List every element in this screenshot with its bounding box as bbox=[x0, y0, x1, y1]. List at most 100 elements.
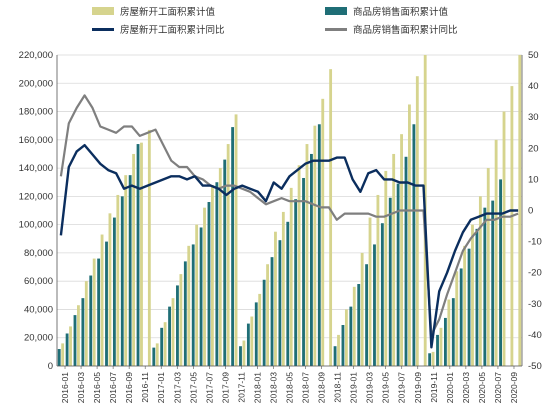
bar-sales bbox=[73, 315, 77, 366]
legend-item-new-starts-yoy: 房屋新开工面积累计同比 bbox=[92, 22, 225, 36]
x-tick-label: 2018-03 bbox=[269, 372, 279, 403]
y-tick-label: 200,000 bbox=[19, 78, 53, 89]
bar-new-starts bbox=[344, 309, 348, 366]
bar-new-starts bbox=[242, 340, 246, 366]
legend-item-sales-value: 商品房销售面积累计值 bbox=[325, 4, 448, 18]
legend-item-new-starts-value: 房屋新开工面积累计值 bbox=[92, 4, 215, 18]
bar-new-starts bbox=[502, 111, 506, 366]
x-tick-label: 2019-03 bbox=[365, 372, 375, 403]
x-tick-label: 2018-11 bbox=[333, 372, 343, 403]
bar-sales bbox=[270, 257, 274, 366]
legend-item-sales-yoy: 商品房销售面积累计同比 bbox=[325, 22, 458, 36]
x-tick-label: 2018-05 bbox=[285, 372, 295, 403]
bar-new-starts bbox=[69, 326, 72, 366]
x-tick-label: 2018-01 bbox=[252, 372, 262, 403]
bar-new-starts bbox=[360, 252, 364, 366]
bar-sales bbox=[294, 199, 298, 366]
series-line-sales-yoy bbox=[59, 94, 519, 336]
bar-sales bbox=[380, 223, 384, 366]
bar-sales bbox=[57, 349, 61, 366]
bar-sales bbox=[262, 279, 266, 366]
y-tick-label: 80,000 bbox=[24, 248, 53, 259]
bar-new-starts bbox=[329, 69, 333, 367]
bar-new-starts bbox=[258, 293, 262, 366]
x-tick-label: 2018-09 bbox=[317, 372, 327, 403]
bar-new-starts bbox=[431, 351, 435, 366]
legend-label: 商品房销售面积累计值 bbox=[353, 7, 449, 18]
x-tick-label: 2020-03 bbox=[461, 372, 471, 403]
x-tick-label: 2020-09 bbox=[509, 372, 519, 403]
bar-new-starts bbox=[187, 245, 191, 366]
bar-new-starts bbox=[494, 139, 498, 366]
bar-new-starts bbox=[100, 234, 104, 366]
bar-new-starts bbox=[124, 175, 128, 366]
y2-tick-label: 0 bbox=[528, 206, 533, 217]
y2-tick-label: 20 bbox=[528, 143, 539, 154]
bar-sales bbox=[491, 200, 495, 366]
bar-sales bbox=[231, 127, 235, 366]
bar-new-starts bbox=[439, 327, 443, 366]
bar-new-starts bbox=[384, 170, 388, 366]
bar-new-starts bbox=[234, 114, 238, 366]
y-tick-label: 120,000 bbox=[19, 191, 53, 202]
legend-label: 房屋新开工面积累计同比 bbox=[120, 25, 225, 36]
y2-tick-label: 10 bbox=[528, 174, 539, 185]
bar-new-starts bbox=[92, 258, 96, 366]
bar-sales bbox=[357, 284, 361, 366]
bar-sales bbox=[467, 248, 471, 366]
bar-sales bbox=[459, 268, 463, 366]
bar-sales bbox=[112, 217, 116, 366]
x-tick-label: 2020-07 bbox=[493, 372, 503, 403]
x-tick-label: 2019-07 bbox=[397, 372, 407, 403]
bar-new-starts bbox=[77, 305, 80, 366]
bar-new-starts bbox=[337, 334, 340, 366]
x-tick-label: 2020-01 bbox=[445, 372, 455, 403]
series-line-new-starts-yoy bbox=[59, 143, 519, 349]
bar-sales bbox=[499, 179, 502, 366]
line-sales-yoy bbox=[59, 94, 519, 336]
x-axis: 2016-01 2016-03 2016-05 2016-07 2016-09 2016-… bbox=[57, 365, 522, 403]
bar-sales bbox=[191, 244, 195, 366]
bar-sales bbox=[451, 298, 455, 366]
bar-new-starts bbox=[163, 322, 167, 366]
x-tick-label: 2017-11 bbox=[236, 372, 246, 403]
bar-new-starts bbox=[289, 187, 293, 366]
x-tick-label: 2016-07 bbox=[108, 372, 118, 403]
bar-new-starts bbox=[179, 274, 183, 366]
y-tick-label: 180,000 bbox=[19, 107, 53, 118]
bar-sales bbox=[128, 175, 132, 366]
bar-sales bbox=[396, 183, 400, 366]
bar-new-starts bbox=[140, 142, 143, 366]
bar-sales bbox=[286, 221, 290, 366]
bar-sales bbox=[475, 228, 479, 366]
bar-new-starts bbox=[266, 264, 269, 366]
bar-sales bbox=[152, 347, 156, 366]
bar-sales bbox=[65, 333, 69, 366]
legend-swatch bbox=[92, 7, 114, 15]
left-axis: 0 20,000 40,000 60,000 80,000 100,000 120,000 1… bbox=[19, 50, 58, 372]
bar-new-starts bbox=[518, 55, 522, 366]
bar-new-starts bbox=[313, 125, 317, 366]
bar-new-starts bbox=[415, 76, 419, 367]
bar-new-starts bbox=[455, 271, 459, 366]
bar-new-starts bbox=[226, 144, 230, 366]
bar-new-starts bbox=[305, 144, 309, 366]
right-axis: -50 -40 -30 -20 -10 0 10 20 30 40 50 bbox=[521, 50, 542, 372]
bar-new-starts bbox=[368, 217, 372, 366]
legend-label: 商品房销售面积累计同比 bbox=[353, 25, 458, 36]
bar-new-starts bbox=[147, 129, 151, 366]
bar-new-starts bbox=[250, 316, 254, 366]
bar-sales bbox=[81, 298, 85, 366]
y2-tick-label: -40 bbox=[528, 330, 542, 341]
bar-sales bbox=[89, 275, 93, 366]
bar-sales bbox=[168, 306, 171, 366]
bar-new-starts bbox=[195, 224, 199, 366]
bar-new-starts bbox=[478, 196, 482, 366]
legend-label: 房屋新开工面积累计值 bbox=[120, 7, 216, 18]
bar-sales bbox=[436, 334, 439, 366]
y2-tick-label: -30 bbox=[528, 299, 542, 310]
x-tick-label: 2016-11 bbox=[140, 372, 150, 403]
bar-sales bbox=[105, 241, 108, 366]
bar-sales bbox=[302, 177, 305, 366]
x-tick-label: 2017-01 bbox=[156, 372, 166, 403]
